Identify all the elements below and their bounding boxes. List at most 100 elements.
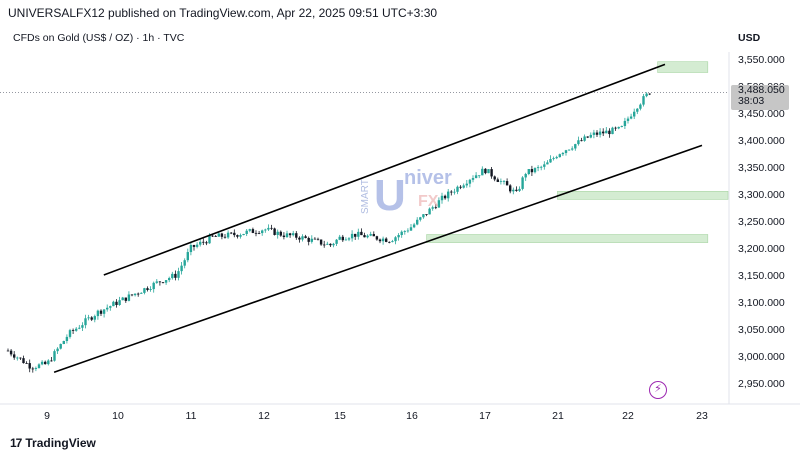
candle-body bbox=[13, 354, 16, 358]
candle-body bbox=[524, 173, 527, 178]
candle-body bbox=[152, 282, 155, 290]
candle-body bbox=[614, 127, 617, 129]
candle-body bbox=[369, 234, 372, 236]
y-tick-label: 3,250.000 bbox=[738, 216, 785, 228]
candle-body bbox=[285, 233, 289, 237]
candle-body bbox=[366, 235, 369, 238]
candle-body bbox=[180, 265, 183, 272]
candle-body bbox=[127, 294, 131, 301]
candle-body bbox=[226, 232, 230, 238]
candle-body bbox=[378, 239, 382, 242]
candle-body bbox=[220, 233, 224, 237]
candle-body bbox=[78, 327, 81, 329]
candle-body bbox=[602, 131, 605, 134]
candle-body bbox=[50, 360, 53, 362]
candle-body bbox=[586, 136, 589, 138]
y-tick-label: 3,100.000 bbox=[738, 297, 785, 309]
x-tick-label: 21 bbox=[552, 410, 564, 422]
candle-body bbox=[31, 368, 34, 370]
candle-body bbox=[512, 189, 515, 192]
candle-body bbox=[555, 157, 558, 159]
candle-body bbox=[211, 235, 214, 237]
candle-body bbox=[375, 236, 379, 240]
candle-body bbox=[257, 232, 261, 234]
candle-body bbox=[223, 236, 227, 238]
candle-body bbox=[412, 224, 416, 228]
candle-body bbox=[533, 168, 537, 173]
candle-body bbox=[474, 175, 478, 179]
candle-body bbox=[561, 153, 565, 155]
candle-body bbox=[546, 162, 549, 165]
candle-body bbox=[186, 252, 189, 261]
candle-body bbox=[515, 189, 518, 191]
candle-body bbox=[456, 186, 459, 192]
candle-body bbox=[273, 228, 276, 235]
candle-body bbox=[121, 297, 124, 301]
candle-body bbox=[465, 183, 468, 186]
candle-body bbox=[388, 241, 391, 243]
candle-body bbox=[406, 230, 410, 232]
y-tick-label: 3,000.000 bbox=[738, 351, 785, 363]
candle-body bbox=[422, 214, 425, 218]
candle-body bbox=[490, 169, 493, 177]
candle-body bbox=[639, 104, 642, 109]
candle-body bbox=[354, 233, 357, 237]
candle-body bbox=[347, 238, 351, 240]
candle-body bbox=[462, 185, 465, 188]
candle-body bbox=[214, 236, 217, 238]
candle-body bbox=[381, 238, 385, 242]
candle-body bbox=[53, 351, 56, 361]
candle-body bbox=[22, 358, 25, 364]
candle-body bbox=[592, 132, 596, 135]
candle-body bbox=[140, 292, 143, 294]
support-zone bbox=[657, 61, 709, 73]
candle-body bbox=[236, 235, 239, 237]
candle-body bbox=[199, 241, 202, 245]
candle-body bbox=[310, 238, 313, 242]
candle-body bbox=[254, 232, 258, 234]
candle-body bbox=[642, 96, 645, 105]
candle-body bbox=[385, 238, 388, 242]
candle-body bbox=[583, 136, 586, 141]
candle-body bbox=[171, 273, 174, 279]
y-tick-label: 3,200.000 bbox=[738, 243, 785, 255]
candle-body bbox=[540, 166, 543, 168]
candle-body bbox=[37, 364, 41, 369]
candle-body bbox=[425, 214, 428, 215]
y-tick-label: 3,300.000 bbox=[738, 189, 785, 201]
x-tick-label: 11 bbox=[186, 410, 197, 422]
support-zone bbox=[426, 234, 709, 243]
candle-body bbox=[93, 316, 96, 320]
candle-body bbox=[344, 239, 348, 241]
candle-body bbox=[99, 310, 103, 314]
candle-body bbox=[192, 245, 196, 247]
svg-text:U: U bbox=[374, 171, 406, 220]
candle-body bbox=[65, 336, 69, 341]
flash-icon[interactable]: ⚡ bbox=[649, 381, 667, 399]
candle-body bbox=[543, 164, 546, 167]
candle-body bbox=[416, 219, 419, 225]
candle-body bbox=[267, 227, 270, 230]
candle-body bbox=[633, 111, 636, 117]
y-tick-label: 3,400.000 bbox=[738, 135, 785, 147]
candle-body bbox=[478, 175, 481, 177]
candle-body bbox=[437, 200, 441, 208]
candle-body bbox=[394, 237, 397, 242]
candle-body bbox=[509, 185, 512, 192]
x-tick-label: 23 bbox=[696, 410, 708, 422]
svg-text:FX: FX bbox=[418, 193, 439, 210]
candle-body bbox=[62, 340, 65, 345]
watermark-logo: SMART U niver FX bbox=[356, 160, 486, 220]
candle-body bbox=[261, 230, 264, 234]
candle-body bbox=[75, 328, 78, 331]
x-tick-label: 12 bbox=[258, 410, 270, 422]
currency-label: USD bbox=[738, 32, 761, 44]
candle-body bbox=[357, 231, 360, 237]
candle-body bbox=[242, 233, 245, 236]
candle-body bbox=[403, 231, 406, 232]
candle-body bbox=[440, 195, 444, 201]
last-price: 3,488.050 bbox=[738, 84, 785, 96]
publish-info: UNIVERSALFX12 published on TradingView.c… bbox=[8, 6, 438, 20]
candle-body bbox=[161, 282, 165, 284]
